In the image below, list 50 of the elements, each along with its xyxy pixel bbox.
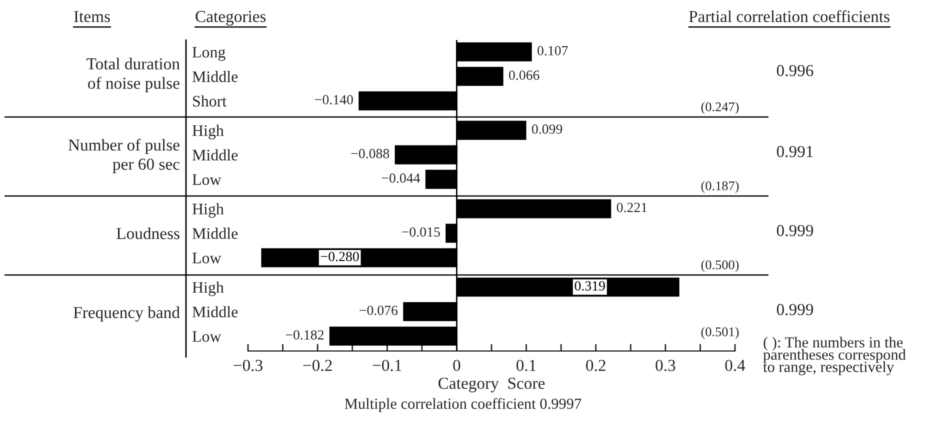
y-tick-label: Low (192, 331, 222, 342)
y-tick-label: Low (192, 252, 222, 264)
y-tick-label: High (192, 203, 224, 218)
data-label: 0.066 (509, 70, 540, 80)
data-label: 0.221 (616, 202, 647, 212)
text: Frequency band (74, 306, 180, 322)
text: 0.996 (776, 64, 814, 76)
x-tick-label: 0.2 (586, 360, 606, 372)
text: ( ): The numbers in the parentheses correspond to range, respectively (763, 336, 906, 376)
x-tick-label: 0.3 (656, 360, 676, 372)
text: Items (74, 11, 110, 22)
text: 0.999 (776, 224, 814, 236)
annotation: (0.501) (701, 327, 739, 339)
x-axis-title: Category Score (438, 378, 545, 392)
annotation: (0.187) (701, 181, 739, 193)
text: Categories (196, 10, 266, 26)
x-tick-label: −0.2 (303, 360, 332, 372)
x-tick-label: −0.3 (234, 360, 262, 372)
x-tick-label: 0.4 (725, 360, 746, 372)
data-label: −0.280 (320, 252, 359, 262)
data-label: 0.319 (574, 281, 605, 291)
data-label: −0.076 (360, 306, 398, 316)
annotation: (0.247) (701, 102, 739, 114)
y-tick-label: High (192, 282, 224, 296)
y-tick-label: High (192, 124, 224, 140)
y-tick-label: Long (192, 46, 226, 61)
y-tick-label: Middle (192, 149, 238, 161)
x-tick-label: −0.1 (372, 360, 402, 372)
data-label: −0.140 (315, 95, 353, 104)
data-label: −0.088 (351, 148, 390, 158)
text: Total duration of noise pulse (86, 58, 180, 92)
text: 0.991 (776, 146, 813, 158)
y-tick-label: Short (193, 95, 227, 107)
data-label: −0.015 (402, 227, 440, 237)
data-label: −0.182 (286, 330, 324, 340)
y-tick-label: Middle (192, 306, 238, 318)
text: Loudness (116, 227, 180, 240)
annotation: (0.500) (701, 260, 739, 272)
text: Multiple correlation coefficient 0.9997 (344, 398, 582, 412)
data-label: 0.107 (538, 46, 568, 56)
y-tick-label: Low (192, 174, 222, 186)
x-tick-label: 0.1 (516, 360, 536, 372)
y-tick-label: Middle (192, 228, 238, 239)
text: Partial correlation coefficients (689, 10, 890, 22)
data-label: −0.044 (382, 173, 420, 183)
text: 0.999 (776, 304, 814, 316)
text: Number of pulse per 60 sec (68, 138, 180, 174)
y-tick-label: Middle (192, 70, 238, 82)
data-label: 0.099 (532, 124, 562, 134)
x-tick-label: 0 (453, 360, 460, 372)
